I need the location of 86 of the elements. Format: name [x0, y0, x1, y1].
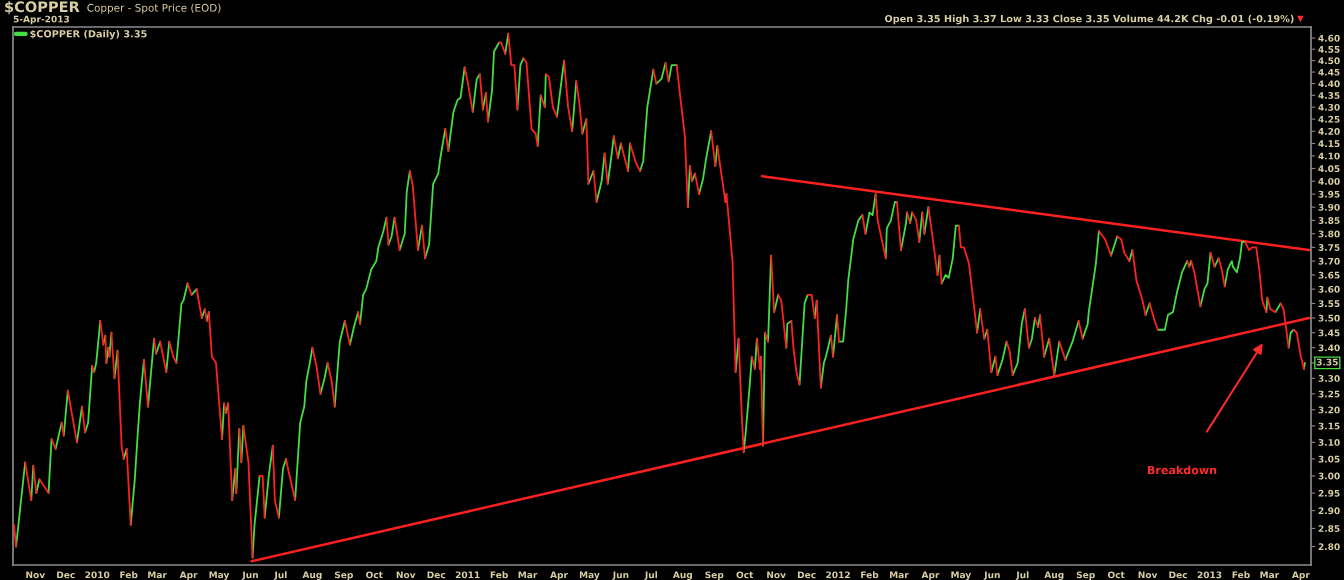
x-tick-label: Sep — [1076, 571, 1095, 580]
x-tick-label: Nov — [396, 571, 416, 579]
x-tick-label: 2010 — [85, 571, 110, 579]
y-tick-label: 2.95 — [1318, 489, 1340, 497]
y-tick-label: 4.15 — [1318, 140, 1340, 148]
y-tick-label: 4.05 — [1318, 165, 1340, 173]
x-tick-label: Jul — [1015, 571, 1029, 580]
x-tick-label: Oct — [736, 571, 754, 579]
y-tick-label: 4.30 — [1318, 103, 1340, 111]
text: ▼ — [1297, 15, 1304, 23]
y-tick-label: 3.60 — [1318, 285, 1340, 293]
y-tick-label: 4.45 — [1318, 68, 1340, 76]
y-tick-label: 4.00 — [1318, 177, 1340, 185]
x-tick-label: May — [209, 571, 230, 580]
x-tick-label: May — [579, 571, 600, 580]
x-tick-label: Mar — [890, 571, 909, 579]
x-tick-label: Oct — [366, 571, 383, 579]
x-tick-label: Sep — [705, 571, 724, 580]
x-tick-label: Aug — [672, 571, 692, 580]
y-tick-label: 3.65 — [1318, 271, 1340, 279]
x-tick-label: Jun — [612, 571, 629, 580]
x-tick-label: Mar — [148, 571, 167, 579]
text: 5-Apr-2013 — [13, 15, 70, 25]
y-tick-label: 4.25 — [1318, 115, 1340, 123]
x-tick-label: Aug — [1044, 571, 1064, 580]
legend-label: $COPPER (Daily) 3.35 — [30, 29, 147, 40]
x-tick-label: 2011 — [455, 571, 480, 579]
y-tick-label: 3.85 — [1318, 217, 1340, 224]
y-tick-label: 3.70 — [1318, 257, 1340, 265]
x-tick-label: Dec — [797, 571, 816, 579]
x-tick-label: Jul — [273, 571, 287, 580]
chart-title: $COPPER — [5, 1, 80, 15]
x-tick-label: Jul — [644, 571, 658, 580]
y-tick-label: 3.15 — [1318, 422, 1340, 430]
annotation: Breakdown — [1147, 465, 1217, 475]
text: Open 3.35 High 3.37 Low 3.33 Close 3.35 Volume 44.2K Chg -0.01 (-0.19%) — [884, 14, 1294, 25]
x-tick-label: Nov — [1138, 571, 1158, 579]
y-tick-label: 4.10 — [1318, 152, 1340, 160]
y-tick-label: 2.85 — [1318, 525, 1340, 532]
y-tick-label: 3.50 — [1318, 314, 1340, 322]
y-tick-label: 2.80 — [1318, 543, 1340, 551]
x-tick-label: Dec — [1169, 571, 1187, 579]
y-tick-label: 4.35 — [1318, 92, 1340, 99]
y-tick-label: 3.45 — [1318, 329, 1340, 337]
x-tick-label: May — [951, 571, 972, 580]
x-tick-label: Feb — [490, 571, 508, 579]
x-tick-label: Mar — [1260, 571, 1280, 579]
y-tick-label: 3.00 — [1318, 472, 1340, 480]
x-tick-label: Jun — [241, 571, 258, 580]
x-tick-label: Nov — [767, 571, 786, 579]
x-tick-label: Feb — [861, 571, 879, 579]
y-tick-label: 3.20 — [1318, 406, 1340, 414]
y-tick-label: 3.55 — [1318, 300, 1340, 308]
x-tick-label: 2012 — [826, 571, 850, 579]
y-tick-label: 4.20 — [1318, 127, 1340, 135]
x-tick-label: Oct — [1107, 571, 1125, 579]
y-tick-label: 3.40 — [1318, 344, 1340, 352]
x-tick-label: Apr — [921, 571, 940, 580]
x-tick-label: Feb — [120, 571, 138, 579]
y-tick-label: 3.10 — [1318, 439, 1340, 446]
x-tick-label: 2013 — [1197, 571, 1222, 579]
x-tick-label: Mar — [518, 571, 538, 579]
y-tick-label: 3.05 — [1318, 455, 1340, 463]
x-tick-label: Jun — [983, 571, 1000, 580]
x-tick-label: Apr — [179, 571, 198, 580]
y-tick-label: 3.30 — [1318, 374, 1340, 382]
y-tick-label: 4.60 — [1318, 34, 1340, 42]
x-tick-label: Sep — [334, 571, 353, 580]
y-tick-label: 4.50 — [1318, 57, 1340, 65]
annotation: 3.35 — [1316, 358, 1338, 366]
x-tick-label: Apr — [550, 571, 568, 580]
x-tick-label: Aug — [302, 571, 322, 580]
x-tick-label: Nov — [26, 571, 46, 579]
chart-subtitle: Copper - Spot Price (EOD) — [87, 3, 221, 14]
y-tick-label: 3.25 — [1318, 390, 1340, 398]
x-tick-label: Dec — [427, 571, 446, 579]
y-tick-label: 3.75 — [1318, 244, 1340, 251]
y-tick-label: 3.90 — [1318, 203, 1340, 211]
y-tick-label: 3.80 — [1318, 230, 1340, 238]
x-tick-label: Apr — [1291, 571, 1310, 580]
y-tick-label: 4.55 — [1318, 46, 1340, 53]
y-tick-label: 3.95 — [1318, 190, 1340, 198]
y-tick-label: 2.90 — [1318, 507, 1340, 515]
x-tick-label: Feb — [1232, 571, 1250, 579]
y-tick-label: 4.40 — [1318, 80, 1340, 88]
x-tick-label: Dec — [57, 571, 75, 579]
